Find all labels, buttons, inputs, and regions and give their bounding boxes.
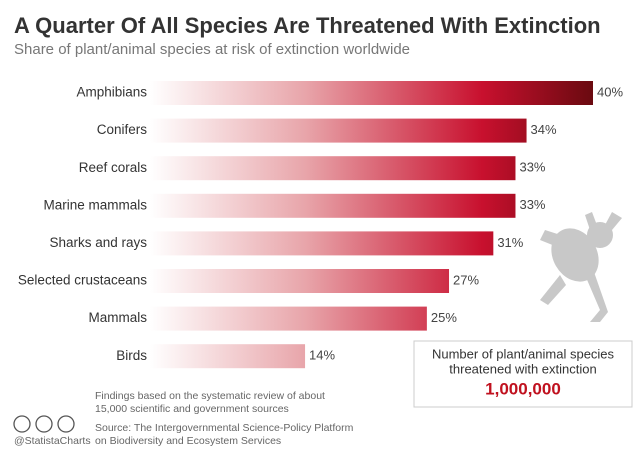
bar [150, 344, 306, 369]
category-label: Mammals [88, 310, 147, 325]
callout-text: threatened with extinction [449, 361, 596, 376]
bar [150, 231, 494, 256]
callout-text: Number of plant/animal species [432, 346, 615, 361]
callout-value: 1,000,000 [485, 379, 561, 398]
source: Source: The Intergovernmental Science-Po… [95, 422, 354, 434]
value-label: 34% [531, 122, 557, 137]
category-label: Birds [116, 348, 147, 363]
value-label: 25% [431, 310, 457, 325]
value-label: 31% [497, 235, 523, 250]
source: on Biodiversity and Ecosystem Services [95, 435, 281, 447]
bar [150, 269, 450, 293]
callout-box [413, 340, 633, 408]
bar [150, 118, 527, 143]
footnote: 15,000 scientific and government sources [95, 403, 289, 415]
category-label: Conifers [97, 122, 148, 137]
credit: @StatistaCharts [14, 435, 91, 447]
value-label: 40% [597, 84, 623, 99]
bar [150, 156, 516, 181]
value-label: 33% [519, 197, 545, 212]
category-label: Selected crustaceans [18, 273, 147, 288]
category-label: Reef corals [79, 160, 148, 175]
chart-subtitle: Share of plant/animal species at risk of… [14, 41, 410, 58]
value-label: 14% [309, 348, 335, 363]
bar [150, 306, 427, 331]
category-label: Marine mammals [43, 197, 147, 212]
frog-icon [540, 212, 622, 322]
category-label: Sharks and rays [49, 235, 147, 250]
license-icons [13, 415, 75, 433]
bar [150, 81, 593, 105]
footnote: Findings based on the systematic review … [95, 390, 325, 402]
category-label: Amphibians [76, 85, 147, 100]
bar [150, 193, 516, 218]
chart-title: A Quarter Of All Species Are Threatened … [14, 13, 601, 38]
value-label: 33% [519, 160, 545, 175]
value-label: 27% [453, 272, 479, 287]
